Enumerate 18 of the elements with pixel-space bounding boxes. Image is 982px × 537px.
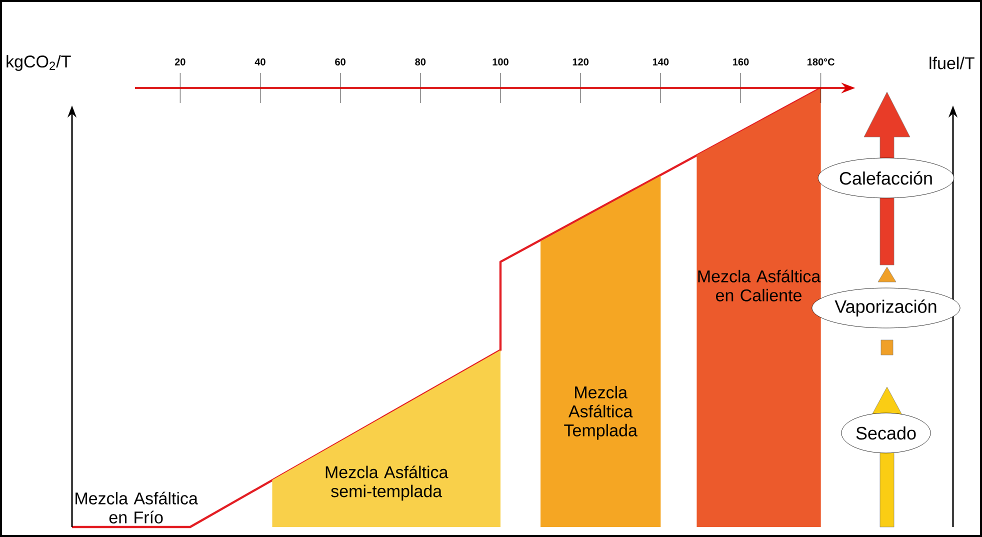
y-axis-title: kgCO$_{2}$/T (6, 55, 71, 71)
series-label: Mezcla Asfáltica Templada (564, 386, 638, 440)
x-tick-label: 120 (572, 58, 589, 66)
x-tick-label: 140 (652, 58, 669, 66)
x-tick-label: 20 (174, 58, 186, 66)
x-tick-label: 160 (733, 58, 749, 66)
x-tick-label: 60 (335, 58, 346, 66)
series-label: Mezcla Asfáltica semi-templada (326, 466, 448, 501)
x-tick-label: 180°C (808, 58, 835, 66)
annotation: Calefacción (840, 171, 932, 185)
annotation: Mezcla Asfáltica en Frío (76, 492, 198, 524)
annotation: Vaporización (834, 299, 936, 316)
x-tick-label: 40 (254, 58, 266, 66)
annotation: Secado (856, 426, 916, 440)
x-tick-label: 100 (492, 58, 508, 66)
x-tick-label: 80 (415, 58, 426, 66)
series-label: Mezcla Asfáltica en Caliente (698, 270, 821, 302)
y2-axis-title: lfuel/T (930, 56, 974, 70)
